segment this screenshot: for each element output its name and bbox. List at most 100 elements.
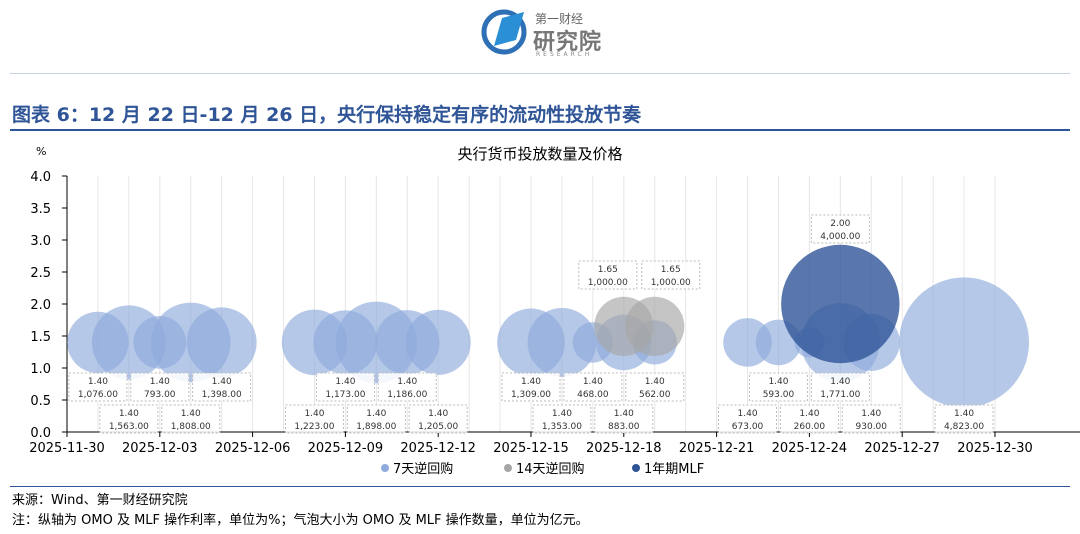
data-label-amount: 1,771.00: [820, 390, 860, 400]
data-label-box: [501, 372, 561, 402]
data-label-amount: 1,000.00: [588, 278, 628, 288]
data-label-rate: 1.40: [428, 409, 448, 419]
data-label-amount: 1,309.00: [511, 390, 551, 400]
data-label-box: [578, 260, 638, 290]
data-label-box: [594, 404, 654, 434]
data-label-box: [641, 260, 701, 290]
divider: [10, 73, 1070, 74]
divider: [10, 486, 1070, 487]
data-label-rate: 1.40: [552, 409, 572, 419]
data-label-amount: 793.00: [144, 390, 176, 400]
data-label-rate: 1.40: [954, 409, 974, 419]
data-label-box: [284, 404, 344, 434]
data-label-rate: 1.40: [119, 409, 139, 419]
data-label-rate: 1.40: [799, 409, 819, 419]
y-tick-label: 4.0: [30, 170, 51, 185]
divider: [10, 129, 1070, 131]
data-label-box: [810, 372, 870, 402]
data-label-amount: 1,186.00: [387, 390, 427, 400]
data-label-amount: 1,223.00: [294, 422, 334, 432]
logo-text: RESEARCH: [536, 51, 593, 58]
data-label-amount: 468.00: [577, 390, 609, 400]
data-label-box: [408, 404, 468, 434]
x-tick-label: 2025-12-21: [679, 441, 755, 456]
legend-label: 14天逆回购: [516, 461, 585, 477]
legend-label: 1年期MLF: [644, 462, 704, 477]
data-label-rate: 2.00: [830, 219, 850, 229]
data-label-amount: 883.00: [608, 422, 640, 432]
y-tick-label: 1.5: [30, 330, 51, 345]
x-tick-label: 2025-12-15: [493, 441, 569, 456]
data-label-amount: 562.00: [639, 390, 671, 400]
data-label-rate: 1.40: [181, 409, 201, 419]
data-label-rate: 1.40: [521, 377, 541, 387]
data-label-rate: 1.40: [397, 377, 417, 387]
logo-emblem: [481, 9, 527, 55]
bubble-chart: 央行货币投放数量及价格% 0.0 0.5 1.0 1.5 2.0 2.5 3.0 3.5 4.0 2…: [29, 145, 1080, 477]
data-label-rate: 1.40: [212, 377, 232, 387]
data-label-amount: 260.00: [794, 422, 826, 432]
data-label-rate: 1.40: [583, 377, 603, 387]
data-label-box: [377, 372, 437, 402]
data-label-rate: 1.40: [645, 377, 665, 387]
data-label-rate: 1.65: [598, 265, 618, 275]
bubble: [899, 277, 1030, 408]
data-label-rate: 1.40: [861, 409, 881, 419]
data-label-box: [748, 372, 808, 402]
x-tick-label: 2025-12-03: [122, 441, 198, 456]
y-tick-label: 0.0: [30, 426, 51, 441]
data-label-rate: 1.40: [768, 377, 788, 387]
y-tick-label: 3.0: [30, 234, 51, 249]
x-tick-label: 2025-12-18: [586, 441, 662, 456]
y-tick-label: 2.5: [30, 266, 51, 281]
x-tick-label: 2025-12-06: [215, 441, 291, 456]
data-label-amount: 4,000.00: [820, 232, 860, 242]
data-label-amount: 1,000.00: [651, 278, 691, 288]
x-tick-label: 2025-12-27: [864, 441, 940, 456]
data-label-box: [934, 404, 994, 434]
data-label-box: [718, 404, 778, 434]
note-text: 注：纵轴为 OMO 及 MLF 操作利率，单位为%；气泡大小为 OMO 及 ML…: [12, 513, 589, 528]
bubble: [625, 296, 685, 356]
logo-text: 研究院: [533, 30, 603, 55]
x-tick-label: 2025-11-30: [29, 441, 105, 456]
data-label-box: [625, 372, 685, 402]
bubble: [527, 307, 597, 377]
data-label-box: [192, 372, 252, 402]
data-label-amount: 1,173.00: [325, 390, 365, 400]
data-label-amount: 1,076.00: [78, 390, 118, 400]
data-label-rate: 1.40: [304, 409, 324, 419]
data-label-rate: 1.40: [830, 377, 850, 387]
y-tick-label: 3.5: [30, 202, 51, 217]
data-label-rate: 1.40: [88, 377, 108, 387]
data-label-amount: 1,398.00: [202, 390, 242, 400]
legend-marker: [504, 464, 512, 472]
data-label-amount: 593.00: [763, 390, 795, 400]
bubble: [405, 309, 471, 375]
data-label-box: [130, 372, 190, 402]
data-label-box: [841, 404, 901, 434]
data-label-rate: 1.40: [335, 377, 355, 387]
source-text: 来源：Wind、第一财经研究院: [12, 493, 188, 508]
data-label-rate: 1.40: [150, 377, 170, 387]
x-tick-label: 2025-12-24: [772, 441, 848, 456]
bubble: [186, 307, 257, 378]
legend-marker: [381, 464, 389, 472]
data-label-box: [315, 372, 375, 402]
logo-text: 第一财经: [535, 12, 584, 26]
data-label-amount: 1,353.00: [542, 422, 582, 432]
data-label-rate: 1.40: [738, 409, 758, 419]
data-label-amount: 4,823.00: [944, 422, 984, 432]
data-label-box: [68, 372, 128, 402]
x-tick-label: 2025-12-09: [308, 441, 384, 456]
data-label-box: [779, 404, 839, 434]
data-label-box: [161, 404, 221, 434]
figure-title: 图表 6：12 月 22 日-12 月 26 日，央行保持稳定有序的流动性投放节…: [12, 104, 642, 126]
data-label-rate: 1.40: [366, 409, 386, 419]
data-label-box: [346, 404, 406, 434]
data-label-amount: 930.00: [856, 422, 888, 432]
y-tick-label: 0.5: [30, 394, 51, 409]
x-tick-label: 2025-12-30: [957, 441, 1033, 456]
data-label-rate: 1.40: [614, 409, 634, 419]
data-label-box: [99, 404, 159, 434]
